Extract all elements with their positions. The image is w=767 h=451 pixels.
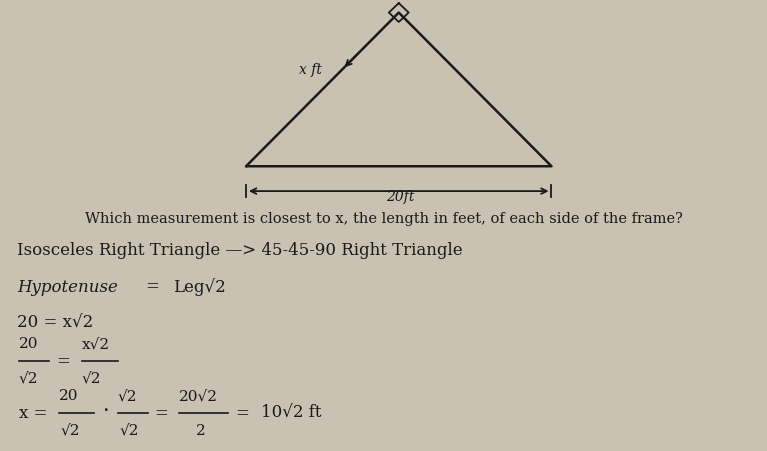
Text: 10√2 ft: 10√2 ft	[262, 404, 322, 421]
Text: 20ft: 20ft	[386, 189, 414, 203]
Text: √2: √2	[61, 423, 80, 437]
Text: √2: √2	[82, 371, 101, 385]
Text: x√2: x√2	[82, 337, 110, 350]
Text: √2: √2	[118, 389, 137, 402]
Text: 2: 2	[196, 423, 206, 437]
Text: 20: 20	[18, 337, 38, 350]
Text: ·: ·	[102, 401, 108, 420]
Text: =: =	[57, 352, 71, 369]
Text: Hypotenuse: Hypotenuse	[17, 278, 118, 295]
Text: x =: x =	[18, 404, 47, 421]
Text: √2: √2	[120, 423, 139, 437]
Text: x ft: x ft	[299, 63, 322, 77]
Text: 20√2: 20√2	[179, 389, 218, 402]
Text: 20: 20	[59, 389, 78, 402]
Text: Leg√2: Leg√2	[173, 277, 226, 295]
Text: =: =	[154, 404, 168, 421]
Text: Which measurement is closest to x, the length in feet, of each side of the frame: Which measurement is closest to x, the l…	[84, 212, 683, 226]
Text: =: =	[145, 278, 159, 295]
Text: =: =	[235, 404, 249, 421]
Text: 20 = x√2: 20 = x√2	[17, 314, 94, 331]
Text: Isosceles Right Triangle —> 45-45-90 Right Triangle: Isosceles Right Triangle —> 45-45-90 Rig…	[17, 242, 463, 259]
Text: √2: √2	[18, 371, 38, 385]
